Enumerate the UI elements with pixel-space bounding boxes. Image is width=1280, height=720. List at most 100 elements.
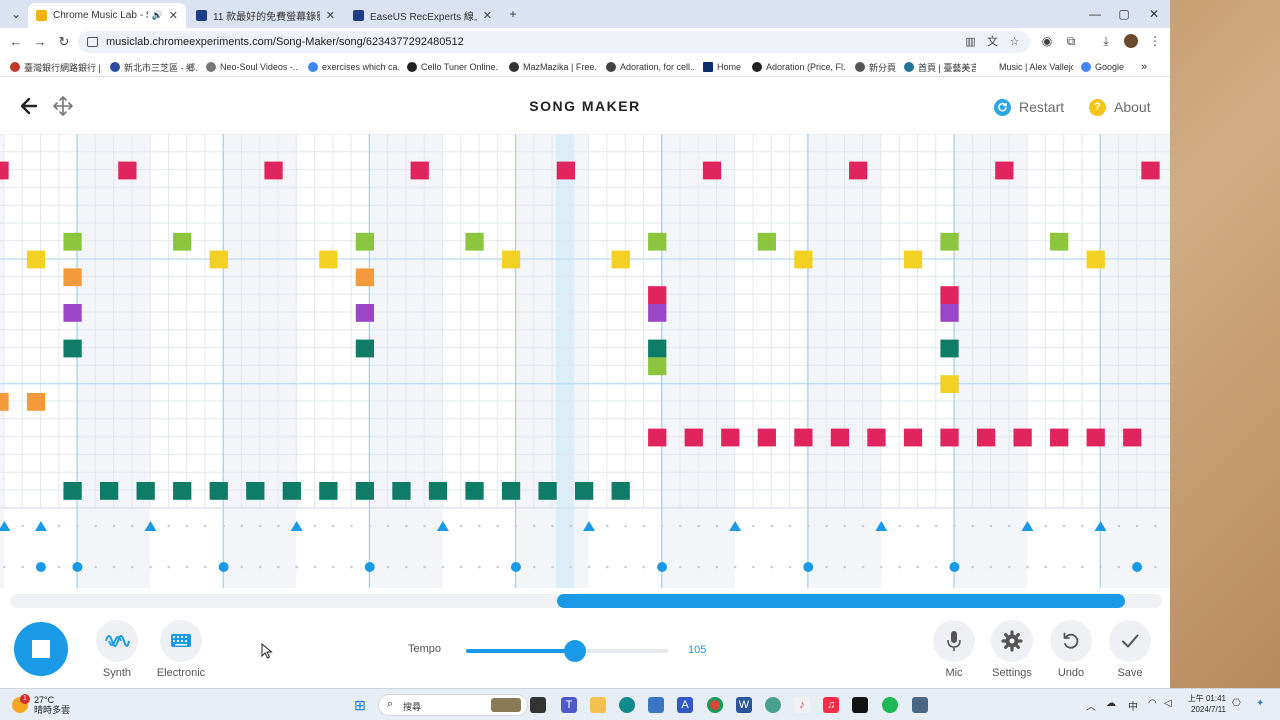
- app-icon[interactable]: A: [677, 697, 693, 713]
- minimize-icon[interactable]: —: [1089, 7, 1101, 21]
- percussion-empty-dot: [825, 565, 828, 569]
- spotify-icon[interactable]: [882, 697, 898, 713]
- edge-icon[interactable]: [619, 697, 635, 713]
- save-button[interactable]: [1109, 620, 1151, 662]
- itunes-icon[interactable]: ♪: [794, 697, 810, 713]
- bookmark-item[interactable]: Adoration, for cell...: [606, 60, 696, 74]
- arrow-left-icon[interactable]: [18, 95, 40, 117]
- percussion-empty-dot: [459, 565, 463, 569]
- music-icon[interactable]: ♫: [823, 697, 839, 713]
- percussion-empty-dot: [514, 524, 518, 528]
- stock-chart-icon[interactable]: [912, 697, 928, 713]
- percussion-empty-dot: [788, 565, 792, 569]
- synth-instrument-button[interactable]: [96, 620, 138, 662]
- tab-song-maker[interactable]: Chrome Music Lab - Song 🔊 ✕: [28, 3, 186, 28]
- bookmark-item[interactable]: 新北市三芝區 - 鄉...: [110, 60, 198, 74]
- teams-icon[interactable]: T: [561, 697, 577, 713]
- restart-button[interactable]: Restart: [994, 97, 1064, 117]
- bookmark-item[interactable]: Google: [1081, 60, 1127, 74]
- stop-button[interactable]: [14, 622, 68, 676]
- bookmark-item[interactable]: 臺灣銀行網路銀行 |...: [10, 60, 102, 74]
- plus-icon[interactable]: +: [509, 7, 517, 21]
- globe-icon[interactable]: [765, 697, 781, 713]
- playhead-column: [555, 134, 575, 588]
- percussion-empty-dot: [350, 565, 353, 569]
- puzzle-icon[interactable]: ⧉: [1066, 34, 1076, 48]
- translate-icon[interactable]: 文: [987, 36, 998, 48]
- microphone-icon: [947, 631, 961, 651]
- bookmark-item[interactable]: Cello Tuner Online...: [407, 60, 499, 74]
- bookmark-label: Adoration, for cell...: [620, 62, 696, 72]
- extension-record-icon[interactable]: ◉: [1041, 34, 1053, 48]
- about-label: About: [1114, 99, 1151, 115]
- word-icon[interactable]: W: [736, 697, 752, 713]
- close-tab-icon[interactable]: ✕: [168, 10, 178, 22]
- bookmark-item[interactable]: 新分頁: [855, 60, 897, 74]
- bookmark-item[interactable]: Music | Alex Vallejo: [999, 60, 1073, 74]
- bookmark-item[interactable]: MazMazika | Free...: [509, 60, 597, 74]
- file-explorer-icon[interactable]: [590, 697, 606, 713]
- terminal-icon[interactable]: [530, 697, 546, 713]
- forward-arrow-icon[interactable]: →: [33, 34, 47, 49]
- grid-scroll-thumb[interactable]: [557, 594, 1125, 608]
- system-clock[interactable]: 上午 01:41 2024/7/11: [1178, 693, 1226, 715]
- undo-button[interactable]: [1050, 620, 1092, 662]
- copilot-icon[interactable]: ✦: [1256, 698, 1265, 709]
- tab-title: Chrome Music Lab - Song: [53, 10, 148, 21]
- chrome-icon[interactable]: [707, 697, 723, 713]
- profile-avatar[interactable]: [1124, 34, 1138, 48]
- star-icon[interactable]: ☆: [1009, 36, 1020, 48]
- speaker-icon[interactable]: ◁: [1164, 698, 1172, 709]
- store-icon[interactable]: [648, 697, 664, 713]
- percussion-triangle: [34, 521, 47, 531]
- maximize-icon[interactable]: ▢: [1118, 7, 1130, 21]
- reload-icon[interactable]: ↻: [58, 34, 70, 49]
- percussion-empty-dot: [368, 524, 372, 528]
- bookmark-label: Adoration (Price, Fl...: [766, 62, 846, 72]
- tab-easeus-recexperts[interactable]: EaseUS RecExperts 線上螢幕錄 ✕: [345, 3, 500, 28]
- notification-bell-icon[interactable]: ⎔: [1232, 698, 1241, 709]
- back-arrow-icon[interactable]: ←: [9, 34, 23, 49]
- weather-widget[interactable]: 1 27°C 晴時多雲: [12, 693, 70, 717]
- cloud-icon[interactable]: ☁: [1106, 698, 1116, 709]
- chevron-right-icon[interactable]: »: [1141, 61, 1148, 73]
- mic-button[interactable]: [933, 620, 975, 662]
- download-icon[interactable]: ⤓: [1103, 34, 1109, 48]
- note-block: [355, 268, 375, 287]
- address-bar[interactable]: musiclab.chromeexperiments.com/Song-Make…: [78, 31, 1030, 53]
- bookmark-item[interactable]: 首頁 | 臺藝美言: [904, 60, 976, 74]
- percussion-empty-dot: [532, 524, 536, 528]
- kebab-menu-icon[interactable]: ⋮: [1149, 34, 1161, 48]
- speaker-icon[interactable]: 🔊: [151, 10, 163, 20]
- chevron-up-icon[interactable]: ︿: [1086, 702, 1096, 713]
- bookmark-label: Home: [717, 62, 742, 72]
- bookmark-item[interactable]: Adoration (Price, Fl...: [752, 60, 846, 74]
- ime-indicator[interactable]: 中: [1128, 702, 1138, 713]
- restart-label: Restart: [1019, 99, 1065, 115]
- apple-tv-icon[interactable]: [852, 697, 868, 713]
- close-tab-icon[interactable]: ✕: [482, 10, 492, 22]
- bookmark-item[interactable]: exercises which ca...: [308, 60, 400, 74]
- percussion-empty-dot: [386, 524, 390, 528]
- wifi-icon[interactable]: ◠: [1148, 698, 1157, 709]
- windows-start-icon[interactable]: ⊞: [354, 697, 366, 713]
- about-button[interactable]: ? About: [1089, 97, 1151, 117]
- settings-button[interactable]: [991, 620, 1033, 662]
- tab-search-icon[interactable]: ⌄: [10, 7, 22, 21]
- tempo-slider-handle[interactable]: [564, 640, 587, 662]
- bookmark-item[interactable]: Home: [703, 60, 745, 74]
- electronic-percussion-button[interactable]: [160, 620, 202, 662]
- tab-screen-recorder-article[interactable]: 11 款最好的免費螢幕錄影軟體 ✕: [188, 3, 343, 28]
- site-icon: [110, 62, 120, 72]
- close-icon[interactable]: ✕: [1148, 7, 1160, 21]
- note-grid[interactable]: [0, 134, 1170, 588]
- reading-mode-icon[interactable]: ▥: [965, 36, 976, 48]
- taskbar-search[interactable]: ⌕ 搜尋: [378, 694, 528, 716]
- bookmark-item[interactable]: Neo-Soul Videos -...: [206, 60, 298, 74]
- weather-description: 晴時多雲: [34, 705, 71, 715]
- close-tab-icon[interactable]: ✕: [325, 10, 335, 22]
- note-block: [136, 482, 155, 500]
- note-block: [976, 428, 996, 447]
- site-info-icon[interactable]: [87, 37, 98, 47]
- move-arrows-icon[interactable]: [52, 95, 74, 117]
